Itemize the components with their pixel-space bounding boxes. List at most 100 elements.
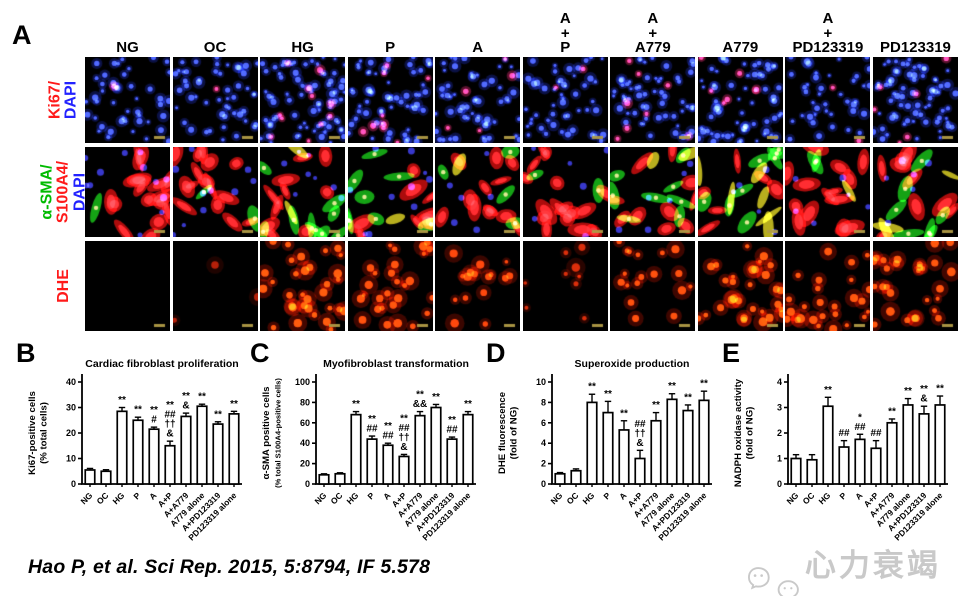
wechat-chat-bubbles-icon: [748, 567, 799, 596]
x-tick-label: NG: [548, 490, 564, 506]
bar-chart-c: Myofibroblast transformation α-SMA positi…: [261, 358, 476, 543]
x-tick-label: P: [837, 490, 848, 501]
svg-text:8: 8: [541, 397, 546, 407]
svg-text:20: 20: [300, 459, 310, 469]
fluorescence-micrograph-tile: [260, 57, 346, 143]
svg-text:2: 2: [777, 428, 782, 438]
bar-c-NG: [318, 473, 330, 485]
watermark-text: 心力衰竭网: [804, 548, 941, 596]
significance-marker: ††: [634, 428, 645, 439]
significance-marker: ##: [870, 428, 882, 439]
x-tick-label: HG: [344, 490, 360, 506]
svg-text:2: 2: [541, 459, 546, 469]
bar-c-A+PD123319: [446, 438, 458, 485]
fluorescence-micrograph-tile: [785, 57, 871, 143]
panel-d-label: D: [486, 338, 506, 368]
fluorescence-micrograph-tile: [872, 57, 958, 143]
svg-text:0: 0: [777, 479, 782, 489]
significance-marker: **: [620, 408, 628, 419]
chart-panel-c: C Myofibroblast transformation α-SMA posit…: [250, 340, 490, 545]
significance-marker: &&: [413, 399, 427, 410]
column-header-hg: HG: [260, 2, 345, 55]
fluorescence-micrograph-tile: [172, 241, 258, 331]
bar-e-HG: [822, 405, 834, 485]
significance-marker: **: [384, 421, 392, 432]
column-header-line: PD123319: [879, 38, 951, 56]
x-tick-label: HG: [110, 490, 126, 506]
column-header-line: A779: [722, 38, 759, 56]
row-label-part: Ki67/: [46, 80, 64, 120]
significance-marker: **: [134, 405, 142, 416]
fluorescence-micrograph-tile: [785, 147, 871, 237]
significance-marker: #: [151, 415, 157, 426]
significance-marker: ##: [446, 425, 458, 436]
chart-panel-e: E NADPH oxidase activity (fold of NG) 0 1 2 3 4…: [722, 340, 962, 545]
significance-marker: &: [920, 394, 927, 405]
significance-marker: ##: [382, 431, 394, 442]
svg-text:α-SMA positive cells: α-SMA positive cells: [261, 387, 272, 480]
significance-marker: ††: [164, 419, 175, 430]
significance-marker: **: [118, 395, 126, 406]
column-header-a+p: A + P: [523, 2, 608, 55]
fluorescence-micrograph-tile: [435, 241, 521, 331]
bar-b-A+A779: [180, 415, 192, 485]
row-label-sma-s100a4-dapi: α-SMA/S100A4/DAPI: [38, 161, 89, 223]
svg-text:1: 1: [777, 454, 782, 464]
fluorescence-micrograph-tile: [610, 57, 696, 143]
svg-text:3: 3: [777, 403, 782, 413]
significance-marker: **: [824, 385, 832, 396]
svg-text:0: 0: [305, 479, 310, 489]
svg-text:40: 40: [300, 438, 310, 448]
significance-marker: **: [888, 406, 896, 417]
fluorescence-micrograph-tile: [347, 57, 433, 143]
fluorescence-micrograph-tile: [697, 57, 783, 143]
significance-marker: **: [416, 390, 424, 401]
svg-text:80: 80: [300, 397, 310, 407]
x-tick-label: P: [131, 490, 142, 501]
significance-marker: **: [198, 392, 206, 403]
significance-marker: ††: [398, 432, 409, 443]
significance-marker: **: [432, 392, 440, 403]
svg-text:10: 10: [536, 377, 546, 387]
svg-text:DHE fluorescence: DHE fluorescence: [497, 392, 508, 474]
fluorescence-micrograph-tile: [872, 147, 958, 237]
fluorescence-micrograph-tile: [347, 147, 433, 237]
fluorescence-micrograph-tile: [872, 241, 958, 331]
watermark: 心力衰竭网: [748, 540, 965, 596]
panel-e-label: E: [722, 338, 741, 368]
x-tick-label: A: [381, 490, 392, 501]
significance-marker: ##: [854, 422, 866, 433]
x-tick-label: NG: [312, 490, 328, 506]
fluorescence-micrograph-tile: [85, 147, 170, 237]
column-header-line: +: [648, 24, 658, 42]
column-header-oc: OC: [173, 2, 258, 55]
svg-text:NADPH oxidase activity: NADPH oxidase activity: [733, 378, 744, 487]
svg-text:Ki67-positive cells: Ki67-positive cells: [27, 391, 38, 475]
x-tick-label: NG: [78, 490, 94, 506]
bar-d-PD123319 alone: [698, 399, 710, 485]
fluorescence-micrograph-tile: [522, 57, 608, 143]
significance-marker: **: [904, 386, 912, 397]
bar-c-A: [382, 444, 394, 485]
column-header-line: +: [560, 24, 570, 42]
bar-e-A779 alone: [902, 404, 914, 485]
significance-marker: *: [858, 412, 862, 423]
x-tick-label: HG: [580, 490, 596, 506]
chart-panel-b: B Cardiac fibroblast proliferation Ki67-po…: [16, 340, 256, 545]
significance-marker: **: [464, 399, 472, 410]
fluorescence-micrograph-tile: [172, 147, 258, 237]
x-tick-label: A: [617, 490, 628, 501]
svg-text:100: 100: [295, 377, 310, 387]
svg-text:Superoxide production: Superoxide production: [575, 358, 690, 370]
svg-text:0: 0: [541, 479, 546, 489]
column-header-line: A: [822, 10, 834, 28]
bar-b-OC: [100, 470, 112, 485]
bar-b-P: [132, 419, 144, 485]
column-header-a+pd123319: A + PD123319: [785, 2, 870, 55]
svg-text:6: 6: [541, 418, 546, 428]
row-label-part: α-SMA/: [38, 164, 56, 220]
significance-marker: **: [936, 384, 944, 395]
significance-marker: ##: [398, 423, 410, 434]
significance-marker: ##: [838, 428, 850, 439]
